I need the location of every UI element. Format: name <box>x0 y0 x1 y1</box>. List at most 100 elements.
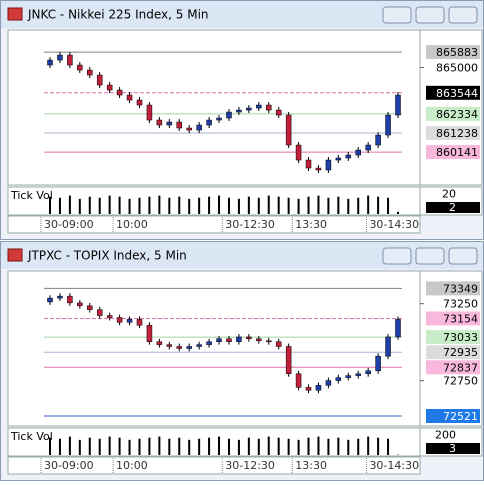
volume-last: 2 <box>449 201 456 214</box>
candle-body <box>326 160 331 170</box>
candle-body <box>366 371 371 374</box>
volume-bar <box>99 198 101 214</box>
candle-body <box>67 296 72 303</box>
volume-bar <box>208 197 210 214</box>
candle-body <box>207 120 212 125</box>
volume-bar <box>158 196 160 214</box>
level-label: 865883 <box>436 46 478 59</box>
level-label: 73349 <box>443 282 478 295</box>
volume-bar <box>308 197 310 214</box>
window-icon <box>8 249 22 261</box>
candle-body <box>226 112 231 118</box>
volume-bar <box>228 198 230 214</box>
candle-body <box>366 145 371 150</box>
volume-bar <box>138 198 140 214</box>
volume-bar <box>367 196 369 214</box>
candle-body <box>117 318 122 323</box>
volume-label: Tick Vol <box>10 430 53 443</box>
volume-bar <box>218 196 220 214</box>
candle-body <box>276 110 281 115</box>
volume-bar <box>198 439 200 455</box>
volume-bar <box>248 197 250 214</box>
volume-bar <box>188 440 190 455</box>
volume-bar <box>347 440 349 455</box>
volume-bar <box>119 197 121 214</box>
volume-bar <box>178 197 180 214</box>
volume-bar <box>228 439 230 455</box>
candle-body <box>77 303 82 306</box>
volume-bar <box>317 196 319 214</box>
candle-body <box>87 306 92 310</box>
maximize-button[interactable] <box>416 248 444 264</box>
candle-body <box>187 128 192 130</box>
candle-body <box>316 168 321 170</box>
level-label: 863544 <box>436 87 478 100</box>
x-tick-label: 30-12:30 <box>225 218 275 231</box>
candle-body <box>346 376 351 378</box>
volume-bar <box>109 437 111 455</box>
volume-label: Tick Vol <box>10 189 53 202</box>
candle-body <box>266 341 271 342</box>
candle-body <box>197 125 202 130</box>
volume-bar <box>288 439 290 455</box>
candle-body <box>336 378 341 381</box>
candle-body <box>57 296 62 298</box>
candle-body <box>117 90 122 95</box>
volume-last: 3 <box>449 442 456 455</box>
volume-bar <box>317 437 319 455</box>
window-title: JNKC - Nikkei 225 Index, 5 Min <box>27 8 209 22</box>
candle-body <box>286 115 291 145</box>
candle-body <box>48 298 53 302</box>
volume-bar <box>138 439 140 455</box>
maximize-button[interactable] <box>416 7 444 23</box>
candle-body <box>236 337 241 342</box>
minimize-button[interactable] <box>383 248 411 264</box>
volume-bar <box>198 198 200 214</box>
x-tick-label: 30-09:00 <box>44 459 94 472</box>
candle-body <box>167 122 172 125</box>
candle-body <box>396 319 401 337</box>
volume-bar <box>178 438 180 455</box>
volume-bar <box>288 198 290 214</box>
candle-body <box>157 342 162 345</box>
volume-bar <box>377 197 379 214</box>
minimize-button[interactable] <box>383 7 411 23</box>
volume-tick-label: 200 <box>435 428 456 441</box>
volume-bar <box>298 199 300 214</box>
candle-body <box>256 105 261 108</box>
candle-body <box>376 356 381 371</box>
candle-body <box>386 337 391 356</box>
volume-bar <box>248 438 250 455</box>
candle-body <box>77 65 82 70</box>
volume-bar <box>129 440 131 455</box>
candle-body <box>97 75 102 85</box>
candle-body <box>217 118 222 120</box>
volume-bar <box>208 438 210 455</box>
level-label: 73033 <box>443 331 478 344</box>
candle-body <box>67 55 72 65</box>
volume-bar <box>59 198 61 214</box>
candle-body <box>246 108 251 110</box>
candle-body <box>48 60 53 65</box>
candle-body <box>107 85 112 90</box>
close-button[interactable] <box>449 248 477 264</box>
close-button[interactable] <box>449 7 477 23</box>
x-tick-label: 13:30 <box>295 459 327 472</box>
candle-body <box>147 105 152 120</box>
level-label: 861238 <box>436 127 478 140</box>
candle-body <box>386 115 391 135</box>
volume-bar <box>59 439 61 455</box>
candle-body <box>127 319 132 322</box>
candle-body <box>197 345 202 347</box>
candle-body <box>336 158 341 160</box>
volume-bar <box>258 198 260 214</box>
candle-body <box>97 310 102 316</box>
volume-bar <box>278 438 280 455</box>
y-tick-label: 73250 <box>443 298 478 311</box>
volume-bar <box>387 198 389 214</box>
candle-body <box>87 70 92 75</box>
candle-body <box>177 346 182 348</box>
candle-body <box>296 374 301 388</box>
volume-bar <box>268 437 270 455</box>
x-tick-label: 10:00 <box>116 459 148 472</box>
